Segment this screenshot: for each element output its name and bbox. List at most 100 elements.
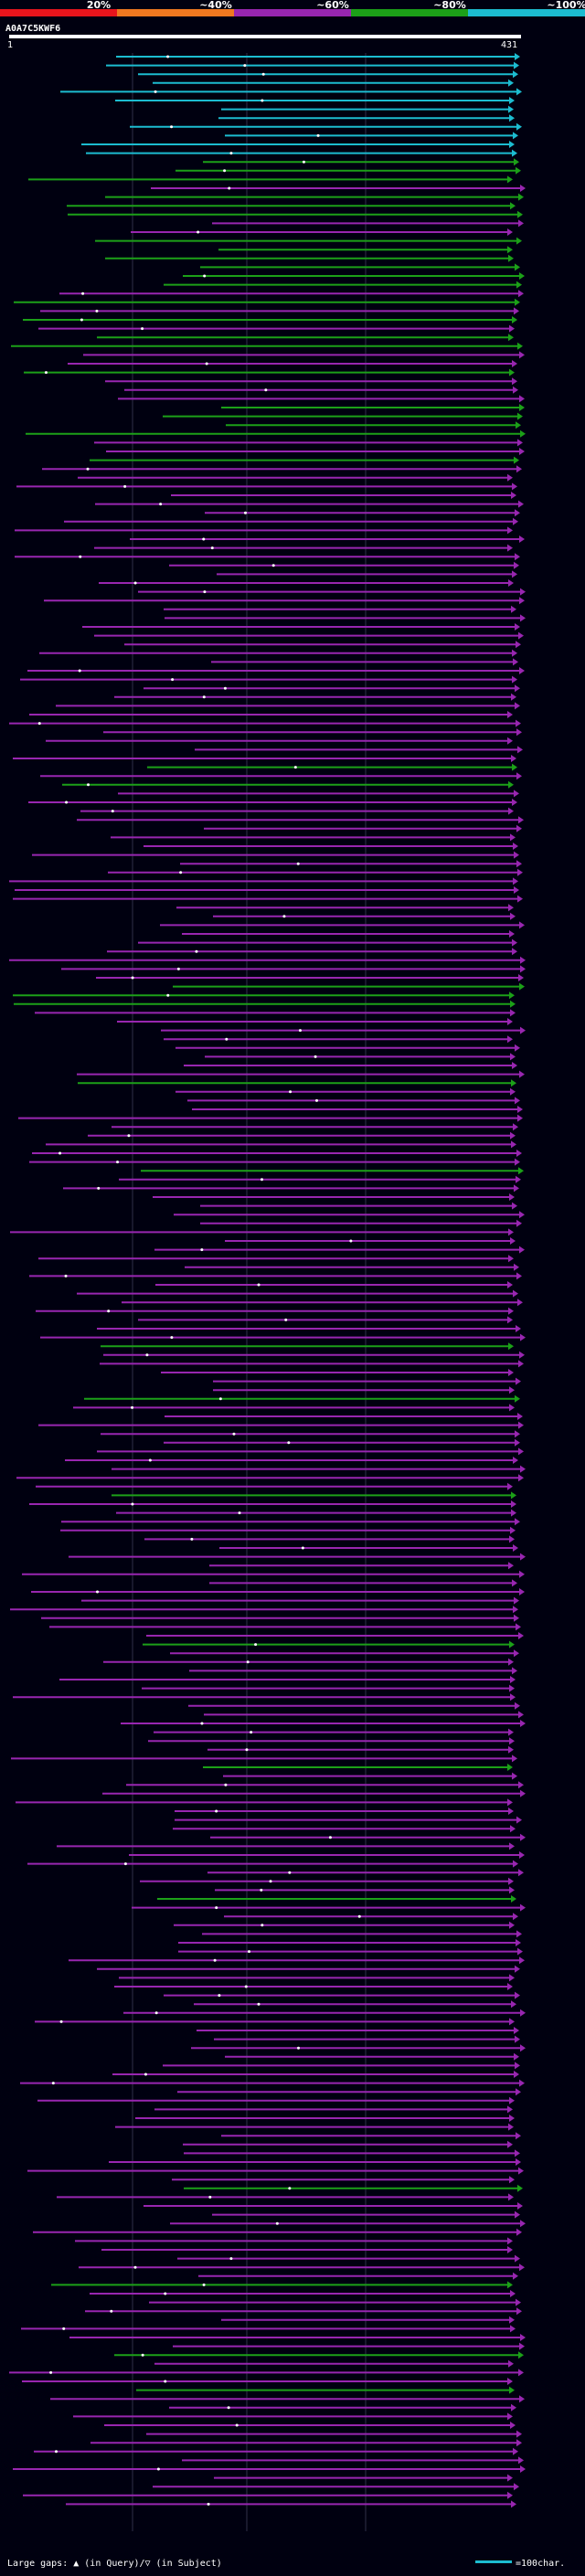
hit-row[interactable] <box>49 1623 521 1631</box>
hit-row[interactable] <box>126 1781 524 1789</box>
hit-row[interactable] <box>174 1921 515 1929</box>
hit-row[interactable] <box>111 833 516 842</box>
hit-row[interactable] <box>68 210 523 218</box>
hit-row[interactable] <box>29 1272 522 1280</box>
hit-row[interactable] <box>175 1807 514 1815</box>
hit-row[interactable] <box>10 1606 518 1614</box>
hit-row[interactable] <box>202 1930 522 1938</box>
hit-row[interactable] <box>207 1745 514 1754</box>
hit-row[interactable] <box>14 1000 516 1008</box>
hit-row[interactable] <box>109 2158 521 2166</box>
hit-row[interactable] <box>38 324 515 333</box>
hit-row[interactable] <box>40 772 522 780</box>
hit-row[interactable] <box>153 2483 519 2491</box>
hit-row[interactable] <box>95 237 522 245</box>
hit-row[interactable] <box>184 2149 520 2157</box>
hit-row[interactable] <box>112 1465 526 1473</box>
hit-row[interactable] <box>192 1106 523 1113</box>
hit-row[interactable] <box>213 1377 521 1385</box>
hit-row[interactable] <box>16 482 517 491</box>
hit-row[interactable] <box>27 667 525 674</box>
hit-row[interactable] <box>28 799 517 806</box>
hit-row[interactable] <box>175 1816 522 1824</box>
hit-row[interactable] <box>46 1140 516 1149</box>
hit-row[interactable] <box>33 2228 522 2236</box>
hit-row[interactable] <box>130 122 522 131</box>
hit-row[interactable] <box>88 1131 516 1140</box>
hit-row[interactable] <box>191 2044 526 2052</box>
hit-row[interactable] <box>78 1079 516 1087</box>
hit-row[interactable] <box>185 1263 519 1271</box>
hit-row[interactable] <box>131 228 513 236</box>
hit-row[interactable] <box>119 1175 521 1183</box>
hit-row[interactable] <box>225 1237 516 1245</box>
hit-row[interactable] <box>223 1772 517 1780</box>
hit-row[interactable] <box>73 1404 515 1412</box>
hit-row[interactable] <box>32 851 519 859</box>
hit-row[interactable] <box>173 982 525 991</box>
hit-row[interactable] <box>132 1903 526 1912</box>
hit-row[interactable] <box>211 658 518 666</box>
hit-row[interactable] <box>154 1728 514 1736</box>
hit-row[interactable] <box>214 2035 520 2043</box>
hit-row[interactable] <box>9 956 526 964</box>
hit-row[interactable] <box>176 1087 516 1096</box>
hit-row[interactable] <box>104 2422 516 2429</box>
hit-row[interactable] <box>141 1167 524 1175</box>
hit-row[interactable] <box>13 991 515 1000</box>
hit-row[interactable] <box>180 860 522 868</box>
hit-row[interactable] <box>170 1649 519 1658</box>
hit-row[interactable] <box>62 780 514 789</box>
hit-row[interactable] <box>114 2351 524 2359</box>
hit-row[interactable] <box>117 1018 513 1025</box>
hit-row[interactable] <box>65 1457 518 1464</box>
hit-row[interactable] <box>13 2465 526 2473</box>
hit-row[interactable] <box>103 728 522 737</box>
hit-row[interactable] <box>189 1667 517 1675</box>
hit-row[interactable] <box>101 1430 520 1438</box>
hit-row[interactable] <box>221 2132 521 2140</box>
hit-row[interactable] <box>177 2254 520 2263</box>
hit-row[interactable] <box>124 386 518 394</box>
hit-row[interactable] <box>197 2027 519 2034</box>
hit-row[interactable] <box>182 2456 524 2465</box>
hit-row[interactable] <box>165 1413 523 1420</box>
hit-row[interactable] <box>32 1150 522 1157</box>
hit-row[interactable] <box>13 1693 516 1701</box>
hit-row[interactable] <box>154 2105 513 2114</box>
hit-row[interactable] <box>97 1325 521 1332</box>
hit-row[interactable] <box>64 517 518 525</box>
hit-row[interactable] <box>94 631 524 640</box>
hit-row[interactable] <box>172 2176 515 2184</box>
hit-row[interactable] <box>218 114 515 122</box>
hit-row[interactable] <box>78 473 513 482</box>
hit-row[interactable] <box>217 570 517 578</box>
hit-row[interactable] <box>182 930 515 938</box>
hit-row[interactable] <box>103 1351 525 1359</box>
hit-row[interactable] <box>16 1798 513 1807</box>
hit-row[interactable] <box>83 351 525 359</box>
hit-row[interactable] <box>161 1026 526 1034</box>
hit-row[interactable] <box>149 2298 521 2306</box>
hit-row[interactable] <box>144 684 520 693</box>
hit-row[interactable] <box>200 1202 517 1210</box>
hit-row[interactable] <box>13 895 523 903</box>
hit-row[interactable] <box>61 965 526 973</box>
hit-row[interactable] <box>184 1062 517 1069</box>
hit-row[interactable] <box>22 1570 525 1578</box>
hit-row[interactable] <box>210 1833 526 1841</box>
hit-row[interactable] <box>207 1869 524 1877</box>
hit-row[interactable] <box>144 843 518 850</box>
hit-row[interactable] <box>13 755 516 762</box>
hit-row[interactable] <box>146 1632 524 1639</box>
hit-row[interactable] <box>77 1070 525 1078</box>
hit-row[interactable] <box>95 500 524 508</box>
hit-row[interactable] <box>164 1438 520 1447</box>
hit-row[interactable] <box>224 1913 518 1921</box>
hit-row[interactable] <box>29 1158 520 1166</box>
hit-row[interactable] <box>61 1518 520 1526</box>
hit-row[interactable] <box>204 824 522 832</box>
hit-row[interactable] <box>118 395 525 403</box>
hit-row[interactable] <box>163 412 523 420</box>
hit-row[interactable] <box>160 921 525 929</box>
